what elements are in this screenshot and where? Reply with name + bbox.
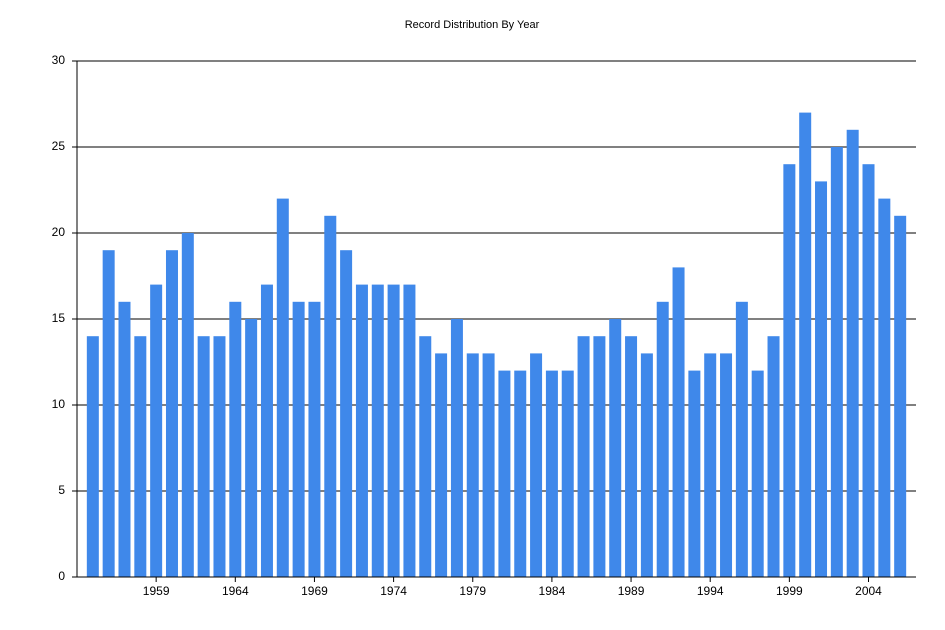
bar [450, 319, 463, 577]
bar [134, 336, 147, 577]
bar [466, 353, 479, 577]
bar [260, 284, 273, 577]
y-tick-label: 5 [58, 483, 65, 497]
bar [625, 336, 638, 577]
bar [545, 370, 558, 577]
bar [878, 198, 891, 577]
x-tick-label: 1979 [459, 584, 486, 598]
bar [656, 301, 669, 577]
bar [894, 215, 907, 578]
bar [862, 164, 875, 577]
bar [751, 370, 764, 577]
bar [609, 319, 622, 577]
x-tick-label: 1989 [618, 584, 645, 598]
chart-title: Record Distribution By Year [405, 19, 540, 31]
bar [229, 301, 242, 577]
bar [387, 284, 400, 577]
y-tick-label: 30 [52, 53, 66, 67]
bar [561, 370, 574, 577]
bar [830, 147, 843, 577]
bar [403, 284, 416, 577]
x-tick-label: 1984 [539, 584, 566, 598]
y-tick-label: 25 [52, 139, 66, 153]
bar [783, 164, 796, 577]
y-tick-label: 20 [52, 225, 66, 239]
bar [577, 336, 590, 577]
bar [245, 319, 258, 577]
y-tick-label: 15 [52, 311, 66, 325]
x-tick-label: 2004 [855, 584, 882, 598]
x-tick-label: 1974 [380, 584, 407, 598]
bar [197, 336, 210, 577]
bar [340, 250, 353, 577]
x-tick-label: 1994 [697, 584, 724, 598]
x-tick-label: 1959 [143, 584, 170, 598]
bar [482, 353, 495, 577]
bar [118, 301, 131, 577]
x-tick-label: 1999 [776, 584, 803, 598]
y-tick-label: 0 [58, 569, 65, 583]
x-tick-label: 1964 [222, 584, 249, 598]
bar [150, 284, 163, 577]
bar [672, 267, 685, 577]
bar [799, 112, 812, 577]
bar [640, 353, 653, 577]
bar [355, 284, 368, 577]
bar [308, 301, 321, 577]
bar [292, 301, 305, 577]
bar [181, 233, 194, 577]
bar [371, 284, 384, 577]
bar [593, 336, 606, 577]
bar [720, 353, 733, 577]
bar [324, 215, 337, 578]
bar [688, 370, 701, 577]
bar [846, 129, 859, 578]
bar [213, 336, 226, 577]
bar [276, 198, 289, 577]
bar [735, 301, 748, 577]
bar [498, 370, 511, 577]
y-tick-label: 10 [52, 397, 66, 411]
bar [530, 353, 543, 577]
bar [86, 336, 99, 577]
x-tick-label: 1969 [301, 584, 328, 598]
bar [419, 336, 432, 577]
bar [435, 353, 448, 577]
bar [815, 181, 828, 577]
bar [165, 250, 178, 577]
bar [102, 250, 115, 577]
bar [704, 353, 717, 577]
bar [514, 370, 527, 577]
bar [767, 336, 780, 577]
